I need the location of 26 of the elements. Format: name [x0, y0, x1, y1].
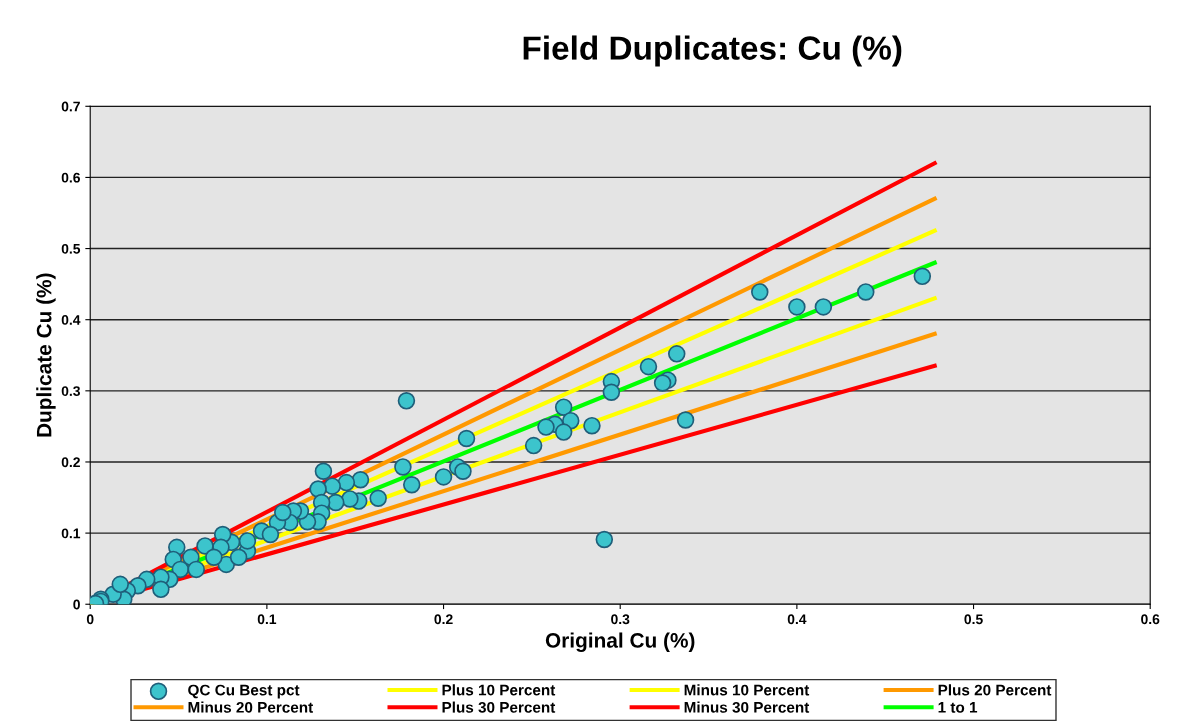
x-tick-label: 0.1 — [257, 614, 277, 625]
y-tick-label: 0.5 — [61, 243, 81, 254]
legend-label: Plus 30 Percent — [442, 701, 556, 713]
legend-label: 1 to 1 — [938, 702, 978, 713]
legend-label: Minus 20 Percent — [188, 701, 314, 713]
chart-title: Field Duplicates: Cu (%) — [523, 35, 902, 67]
y-tick-label: 0 — [73, 599, 80, 610]
legend-label: QC Cu Best pct — [188, 684, 300, 699]
x-tick-label: 0.3 — [611, 614, 630, 625]
legend-label: Minus 30 Percent — [684, 701, 810, 713]
x-tick-label: 0 — [86, 614, 94, 625]
x-tick-label: 0.2 — [434, 614, 453, 625]
x-tick-label: 0.4 — [787, 614, 807, 625]
y-tick-label: 0.1 — [61, 528, 81, 539]
legend-label: Plus 10 Percent — [442, 684, 556, 696]
y-tick-label: 0.7 — [61, 101, 80, 112]
x-tick-label: 0.6 — [1141, 614, 1160, 625]
legend-label: Plus 20 Percent — [938, 684, 1052, 696]
x-axis-title: Original Cu (%) — [545, 632, 695, 652]
y-tick-label: 0.6 — [61, 172, 80, 183]
y-axis-title: Duplicate Cu (%) — [36, 273, 56, 437]
y-tick-label: 0.2 — [61, 457, 80, 468]
y-tick-label: 0.4 — [61, 315, 81, 325]
y-tick-label: 0.3 — [61, 386, 80, 397]
legend-label: Minus 10 Percent — [684, 684, 810, 696]
x-tick-label: 0.5 — [964, 614, 983, 625]
